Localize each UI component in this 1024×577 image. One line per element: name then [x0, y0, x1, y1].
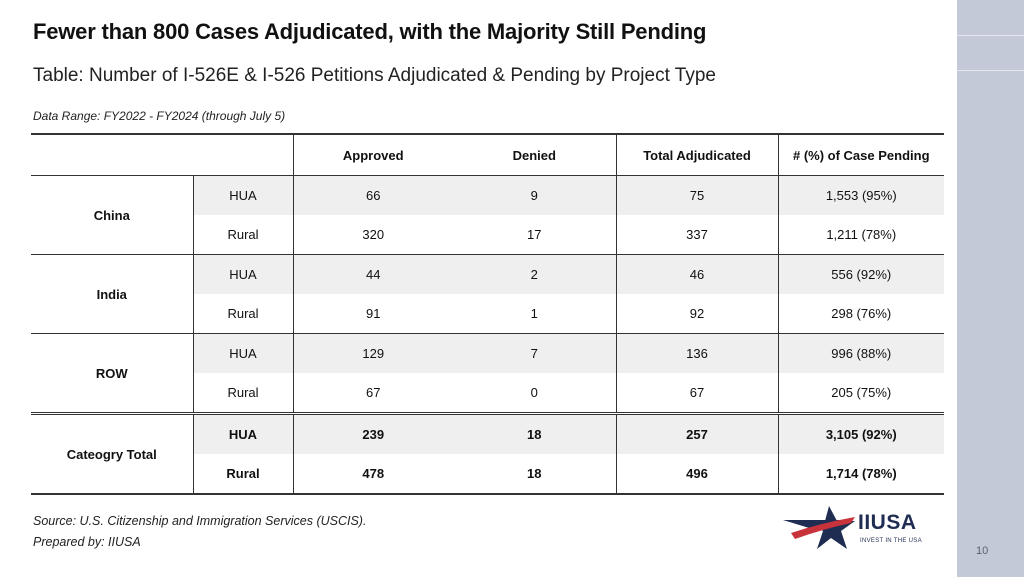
- table-row: China HUA 66 9 75 1,553 (95%): [31, 175, 944, 255]
- total-cell: 67: [615, 373, 778, 414]
- region-china: China: [31, 175, 193, 255]
- approved-cell: 320: [292, 215, 453, 255]
- header-pending: # (%) of Case Pending: [777, 133, 944, 176]
- header-denied: Denied: [453, 133, 616, 176]
- region-india: India: [31, 254, 193, 334]
- project-type: Rural: [192, 294, 293, 334]
- prepared-by-text: Prepared by: IIUSA: [33, 535, 141, 549]
- total-cell: 92: [615, 294, 778, 334]
- pending-cell: 1,714 (78%): [777, 454, 944, 495]
- approved-cell: 67: [292, 373, 453, 414]
- iiusa-star-logo-icon: [783, 506, 855, 549]
- total-cell: 136: [615, 333, 778, 373]
- region-row: ROW: [95, 365, 128, 381]
- project-type: Rural: [192, 215, 293, 255]
- total-cell: 337: [615, 215, 778, 255]
- header-blank: [31, 133, 293, 176]
- project-type: HUA: [192, 333, 293, 373]
- pending-cell: 205 (75%): [777, 373, 944, 414]
- denied-cell: 17: [453, 215, 616, 255]
- table-row-total: Cateogry Total HUA 239 18 257 3,105 (92%…: [31, 412, 944, 495]
- project-type: HUA: [192, 254, 293, 294]
- total-cell: 496: [615, 454, 778, 495]
- project-type: Rural: [192, 373, 293, 414]
- pending-cell: 1,553 (95%): [777, 175, 944, 215]
- slide-title: Fewer than 800 Cases Adjudicated, with t…: [33, 19, 707, 44]
- approved-cell: 478: [292, 454, 453, 495]
- total-cell: 75: [615, 175, 778, 215]
- denied-cell: 18: [453, 454, 616, 495]
- approved-cell: 44: [292, 254, 453, 294]
- project-type: HUA: [192, 412, 293, 454]
- logo-wordmark: IIUSA: [858, 511, 917, 534]
- denied-cell: 1: [453, 294, 616, 334]
- region-category-total: Cateogry Total: [31, 412, 193, 495]
- header-approved: Approved: [292, 133, 453, 176]
- table-row: Rural 91 1 92 298 (76%): [31, 294, 944, 334]
- side-panel-band: [957, 35, 1024, 36]
- table-header-row: Approved Denied Total Adjudicated # (%) …: [31, 133, 944, 176]
- petitions-table: Approved Denied Total Adjudicated # (%) …: [31, 133, 944, 495]
- total-cell: 257: [615, 412, 778, 454]
- table-row: Rural 67 0 67 205 (75%): [31, 373, 944, 414]
- approved-cell: 239: [292, 412, 453, 454]
- logo-tagline: INVEST IN THE USA: [860, 538, 922, 544]
- denied-cell: 0: [530, 385, 538, 400]
- denied-cell: 7: [453, 333, 616, 373]
- table-row: ROW HUA 129 7 136 996 (88%): [31, 333, 944, 381]
- page-number: 10: [976, 545, 989, 557]
- data-range: Data Range: FY2022 - FY2024 (through Jul…: [33, 109, 286, 123]
- pending-cell: 996 (88%): [777, 333, 944, 373]
- side-panel-band: [957, 70, 1024, 71]
- header-total-adjudicated: Total Adjudicated: [615, 133, 778, 176]
- source-text: Source: U.S. Citizenship and Immigration…: [33, 514, 367, 528]
- approved-cell: 91: [292, 294, 453, 334]
- denied-cell: 2: [453, 254, 616, 294]
- side-panel: [957, 0, 1024, 577]
- total-cell: 46: [615, 254, 778, 294]
- table-row: Rural 320 17 337 1,211 (78%): [31, 215, 944, 255]
- approved-cell: 129: [292, 333, 453, 373]
- slide-subtitle: Table: Number of I-526E & I-526 Petition…: [33, 65, 716, 86]
- pending-cell: 556 (92%): [777, 254, 944, 294]
- pending-cell: 298 (76%): [777, 294, 944, 334]
- pending-cell: 3,105 (92%): [777, 412, 944, 454]
- denied-cell: 9: [453, 175, 616, 215]
- project-type: Rural: [192, 454, 293, 495]
- project-type: HUA: [192, 175, 293, 215]
- approved-cell: 66: [292, 175, 453, 215]
- denied-cell: 18: [453, 412, 616, 454]
- source-note: Source: U.S. Citizenship and Immigration…: [33, 511, 366, 553]
- table-row-total: Rural 478 18 496 1,714 (78%): [31, 454, 944, 495]
- pending-cell: 1,211 (78%): [777, 215, 944, 255]
- table-row: India HUA 44 2 46 556 (92%): [31, 254, 944, 334]
